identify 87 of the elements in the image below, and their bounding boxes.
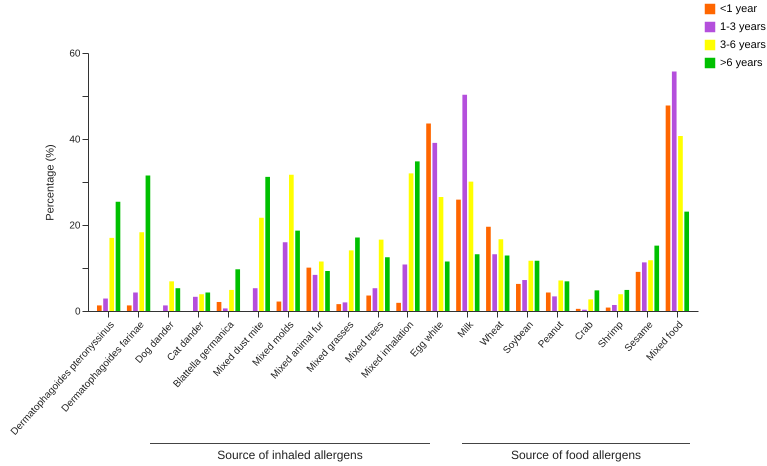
bar [312, 274, 318, 311]
bar [546, 292, 551, 311]
bar [594, 290, 600, 311]
bar [318, 262, 324, 311]
bar [336, 304, 342, 311]
bar [116, 202, 120, 311]
bar [624, 290, 630, 311]
bar [216, 302, 222, 311]
bar [588, 299, 593, 311]
bar [522, 280, 527, 311]
bar [606, 308, 610, 311]
bar [235, 269, 240, 311]
bar [282, 242, 288, 311]
bar [504, 256, 510, 311]
y-axis-title: Percentage (%) [44, 144, 56, 221]
y-tick-label: 0 [74, 306, 81, 318]
bar [193, 296, 198, 311]
bar [456, 200, 461, 311]
bar [672, 71, 677, 311]
bar [378, 240, 384, 311]
legend-label: 3-6 years [720, 39, 766, 51]
bar [654, 246, 660, 311]
legend-label: <1 year [720, 3, 758, 15]
bar [109, 238, 114, 311]
bar [133, 292, 138, 311]
bar [163, 305, 168, 311]
bar [355, 237, 360, 311]
bar [259, 218, 264, 311]
bar [306, 268, 312, 311]
bar [648, 260, 653, 311]
x-tick-label: Milk [456, 318, 477, 340]
bar [492, 254, 497, 311]
bar [229, 290, 234, 311]
legend-label: >6 years [720, 57, 763, 69]
bar [402, 264, 408, 311]
bar [276, 302, 282, 311]
y-tick-label: 20 [69, 220, 81, 232]
bar [96, 305, 102, 311]
bar [474, 254, 480, 311]
bar [528, 260, 534, 311]
bar [552, 296, 557, 311]
bar [684, 212, 690, 311]
bar [642, 262, 647, 311]
bar [666, 105, 670, 311]
bar [462, 94, 468, 311]
bar [372, 288, 378, 311]
source-note: Source of inhaled allergens [217, 448, 363, 462]
bar [618, 294, 623, 311]
bar [325, 271, 330, 311]
bar [265, 176, 270, 311]
bar [444, 262, 450, 311]
bar [558, 280, 564, 311]
bar [438, 197, 444, 311]
bar [564, 281, 570, 311]
bar [408, 173, 414, 311]
bar [468, 182, 474, 311]
bar [295, 230, 300, 311]
bar [498, 239, 504, 311]
bar [169, 281, 174, 311]
y-tick-label: 60 [69, 48, 81, 60]
bar [139, 232, 144, 311]
source-note: Source of food allergens [510, 448, 642, 462]
legend-label: 1-3 years [720, 21, 766, 33]
bar [385, 257, 390, 311]
bar [205, 292, 210, 311]
bar [636, 272, 640, 311]
bar [199, 294, 204, 311]
bar [678, 136, 683, 311]
bar [414, 161, 420, 311]
bar [289, 174, 294, 311]
bar [176, 288, 180, 311]
bar [126, 305, 132, 311]
bar [366, 296, 372, 311]
bar [486, 226, 491, 311]
bar [432, 142, 438, 311]
bar [348, 250, 354, 311]
bar [222, 308, 228, 311]
bar [534, 260, 540, 311]
bar [342, 302, 348, 311]
bar [252, 288, 258, 311]
bar [612, 304, 617, 311]
bar [516, 284, 521, 311]
bar [103, 298, 108, 311]
y-tick-label: 40 [69, 134, 81, 146]
bar [396, 302, 401, 311]
bar [146, 176, 150, 311]
bar [426, 124, 431, 311]
